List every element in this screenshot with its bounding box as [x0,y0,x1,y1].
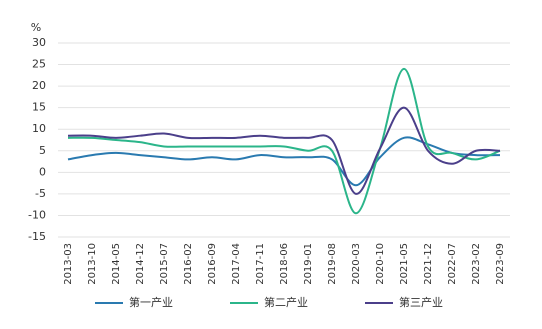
y-tick-label: 10 [32,122,46,135]
x-tick-label: 2016-09 [207,243,218,285]
line-series [67,67,501,215]
y-tick-label: -5 [35,187,46,200]
x-tick-label: 2023-02 [471,243,482,285]
legend-label: 第一产业 [129,295,173,309]
y-tick-label: 30 [32,36,46,49]
x-tick-label: 2022-07 [447,243,458,285]
x-tick-label: 2019-01 [303,243,314,285]
x-tick-label: 2015-07 [159,243,170,285]
x-tick-label: 2014-05 [111,243,122,285]
line-series [67,136,501,187]
legend-label: 第三产业 [399,295,443,309]
x-tick-label: 2017-11 [255,243,266,285]
x-tick-label: 2020-03 [351,243,362,285]
y-tick-label: 25 [32,58,46,71]
x-tick-label: 2017-04 [231,243,242,285]
y-tick-label: 20 [32,79,46,92]
x-tick-label: 2014-12 [135,243,146,285]
x-tick-label: 2020-10 [375,243,386,285]
x-tick-label: 2023-09 [495,243,506,285]
x-tick-label: 2013-03 [63,243,74,285]
x-tick-label: 2021-05 [399,243,410,285]
x-tick-label: 2019-08 [327,243,338,285]
y-tick-label: -10 [28,208,46,221]
y-tick-label: 5 [39,144,46,157]
x-tick-label: 2013-10 [87,243,98,285]
legend-label: 第二产业 [264,295,308,309]
x-tick-label: 2016-02 [183,243,194,285]
line-series [67,106,501,195]
y-tick-label: -15 [28,230,46,243]
x-tick-label: 2018-06 [279,243,290,285]
y-tick-label: 0 [39,165,46,178]
x-tick-label: 2021-12 [423,243,434,285]
y-tick-label: 15 [32,101,46,114]
unit-label: % [31,21,41,34]
